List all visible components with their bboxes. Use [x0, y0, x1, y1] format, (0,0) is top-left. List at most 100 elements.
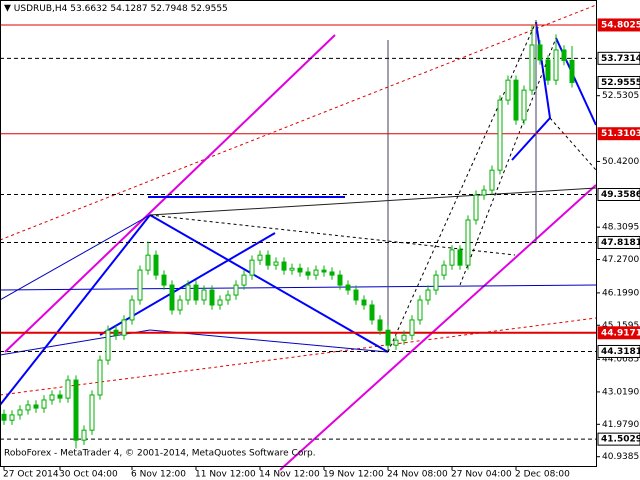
- candle-body: [209, 289, 215, 306]
- candle-body: [185, 284, 191, 301]
- x-tick-label: 6 Nov 12:00: [131, 470, 186, 480]
- trend-line: [149, 187, 597, 216]
- level-label: 49.3586: [601, 190, 640, 200]
- candle-body: [481, 189, 487, 196]
- candle-body: [457, 249, 463, 266]
- candle-body: [497, 99, 503, 171]
- channel-line: [0, 317, 597, 396]
- level-label-box: [597, 344, 640, 358]
- candle-body: [529, 44, 535, 91]
- channel-line: [4, 34, 336, 353]
- y-tick-label: 47.2700: [602, 255, 639, 265]
- candle-body: [569, 59, 575, 83]
- candle-body: [505, 79, 511, 101]
- candle-body: [353, 289, 359, 301]
- candle-body: [249, 259, 255, 276]
- level-label-box: [597, 51, 640, 65]
- wave-line: [149, 214, 389, 353]
- candle-body: [225, 294, 231, 301]
- candle-body: [241, 274, 247, 286]
- candle-body: [121, 319, 127, 336]
- level-label-box: [597, 18, 640, 32]
- candle-body: [337, 274, 343, 286]
- wave-line: [0, 214, 151, 406]
- level-label-box: [597, 187, 640, 201]
- header-high: 54.1287: [110, 4, 147, 14]
- x-tick-label: 14 Nov 12:00: [259, 470, 320, 480]
- candle-body: [217, 299, 223, 306]
- candle-body: [89, 394, 95, 431]
- y-tick-label: 44.0685: [602, 355, 639, 365]
- level-label: 54.8025: [601, 20, 640, 30]
- candle-body: [41, 399, 47, 409]
- candle-body: [113, 329, 119, 336]
- x-tick-label: 19 Nov 12:00: [323, 470, 384, 480]
- y-tick-label: 52.5305: [602, 91, 639, 101]
- candle-body: [265, 254, 271, 266]
- candle-body: [465, 219, 471, 266]
- wave-line: [535, 21, 551, 119]
- candle-body: [273, 261, 279, 266]
- candle-body: [313, 269, 319, 276]
- candle-body: [561, 49, 567, 61]
- candle-body: [201, 289, 207, 301]
- projection-line: [387, 21, 537, 353]
- candle-body: [233, 284, 239, 296]
- candle-body: [425, 289, 431, 301]
- candle-body: [433, 274, 439, 291]
- candle-body: [17, 409, 23, 416]
- candle-body: [129, 299, 135, 321]
- candle-body: [9, 414, 15, 421]
- plot-border: [0, 0, 597, 467]
- candle-body: [97, 359, 103, 396]
- projection-line: [459, 37, 557, 286]
- bid-label: 52.9555: [601, 78, 640, 88]
- candle-body: [513, 79, 519, 121]
- candle-body: [65, 379, 71, 399]
- candle-body: [329, 271, 335, 276]
- x-tick-label: 27 Nov 04:00: [451, 470, 512, 480]
- chart-header: ▼ USDRUB,H4 53.6632 54.1287 52.7948 52.9…: [4, 4, 228, 14]
- candle-body: [417, 299, 423, 321]
- candle-body: [409, 319, 415, 336]
- candle-body: [169, 284, 175, 311]
- header-close: 52.9555: [191, 4, 228, 14]
- candle-body: [401, 334, 407, 341]
- candle-body: [385, 329, 391, 346]
- header-open: 53.6632: [70, 4, 107, 14]
- y-tick-label: 45.1595: [602, 321, 639, 331]
- plot: [0, 24, 597, 449]
- candle-body: [441, 264, 447, 276]
- candle-body: [369, 304, 375, 321]
- candle-body: [33, 404, 39, 409]
- candle-body: [345, 284, 351, 291]
- footer: RoboForex - MetaTrader 4, © 2001-2014, M…: [4, 449, 316, 459]
- trend-line: [0, 214, 151, 301]
- y-tick-label: 46.1990: [602, 288, 639, 298]
- candle-body: [73, 379, 79, 441]
- candle-body: [49, 394, 55, 401]
- header-low: 52.7948: [150, 4, 187, 14]
- bid-label-box: [597, 75, 640, 89]
- wave-line: [511, 117, 551, 161]
- x-tick-label: 11 Nov 12:00: [195, 470, 256, 480]
- candle-body: [377, 319, 383, 331]
- candle-body: [305, 271, 311, 276]
- y-tick-label: 43.0190: [602, 387, 639, 397]
- candle-body: [57, 394, 63, 399]
- level-label-box: [597, 235, 640, 249]
- candle-body: [289, 267, 295, 271]
- x-tick-label: 30 Oct 04:00: [59, 470, 118, 480]
- candle-body: [1, 413, 7, 421]
- y-tick-label: 41.9790: [602, 420, 639, 430]
- level-label: 51.3103: [601, 129, 640, 139]
- level-label: 41.5029: [601, 435, 640, 445]
- level-label: 47.8181: [601, 238, 640, 248]
- candle-body: [393, 339, 399, 346]
- y-tick-label: 48.3095: [602, 223, 639, 233]
- y-tick-label: 50.4200: [602, 157, 639, 167]
- candle-body: [161, 274, 167, 286]
- candle-body: [105, 329, 111, 361]
- candle-body: [473, 194, 479, 221]
